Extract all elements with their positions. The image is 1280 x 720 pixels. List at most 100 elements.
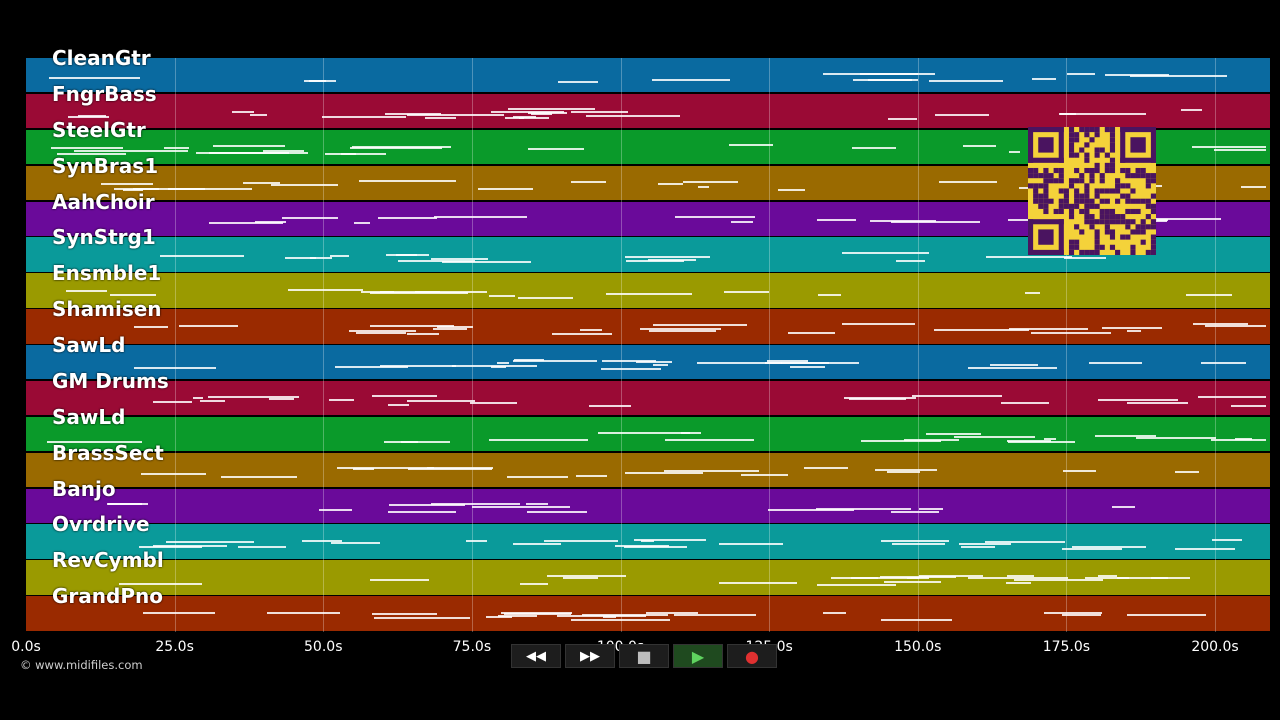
note-mark	[284, 256, 317, 259]
note-mark	[324, 153, 357, 156]
note-mark	[556, 615, 646, 618]
note-mark	[588, 404, 631, 407]
note-mark	[387, 403, 410, 406]
note-mark	[465, 540, 488, 543]
note-mark	[166, 541, 254, 544]
note-mark	[407, 332, 439, 335]
note-mark	[645, 612, 699, 615]
note-mark	[322, 116, 407, 119]
note-mark	[377, 217, 437, 220]
note-mark	[356, 332, 407, 335]
note-mark	[890, 220, 980, 223]
note-mark	[544, 540, 619, 543]
note-mark	[159, 254, 245, 257]
note-mark	[512, 116, 536, 119]
stop-button[interactable]: ■	[619, 644, 669, 668]
note-mark	[888, 117, 918, 120]
rewind-button[interactable]: ◀◀	[511, 644, 561, 668]
grid-line	[769, 58, 771, 632]
note-mark	[1031, 332, 1112, 335]
note-mark	[319, 508, 352, 511]
note-mark	[1127, 402, 1188, 405]
note-mark	[501, 611, 573, 614]
note-mark	[340, 153, 387, 156]
note-mark	[287, 289, 364, 292]
note-mark	[386, 254, 430, 257]
note-mark	[118, 583, 203, 586]
note-mark	[961, 546, 995, 549]
note-mark	[372, 395, 437, 398]
note-mark	[1024, 291, 1040, 294]
note-mark	[335, 366, 408, 369]
note-mark	[1007, 440, 1052, 443]
track-lane	[26, 488, 1270, 523]
note-mark	[268, 397, 294, 400]
note-mark	[697, 186, 709, 189]
note-mark	[841, 323, 916, 326]
note-mark	[1071, 546, 1147, 549]
note-mark	[1193, 323, 1249, 326]
note-mark	[74, 150, 162, 153]
note-mark	[442, 260, 532, 263]
note-mark	[1191, 145, 1266, 148]
note-mark	[1097, 574, 1118, 577]
note-mark	[653, 363, 668, 366]
note-mark	[658, 183, 683, 186]
note-mark	[101, 182, 153, 185]
note-mark	[470, 402, 518, 405]
note-mark	[602, 359, 657, 362]
note-mark	[348, 330, 416, 333]
fast-forward-icon: ▶▶	[580, 648, 600, 664]
note-mark	[562, 577, 599, 580]
record-button[interactable]: ●	[727, 644, 777, 668]
note-mark	[907, 577, 930, 580]
note-mark	[1000, 402, 1050, 405]
note-mark	[767, 359, 808, 362]
note-mark	[249, 114, 268, 117]
piano-roll	[26, 58, 1270, 632]
note-mark	[918, 575, 984, 578]
track-label: SawLd	[52, 333, 126, 357]
note-mark	[767, 509, 855, 512]
note-mark	[880, 618, 953, 621]
play-button[interactable]: ▶	[673, 644, 723, 668]
note-mark	[336, 467, 435, 470]
tick-label: 175.0s	[1042, 639, 1091, 655]
note-mark	[635, 360, 672, 363]
note-mark	[1006, 575, 1034, 577]
note-mark	[520, 583, 548, 586]
note-mark	[1032, 77, 1057, 80]
note-mark	[641, 540, 654, 543]
note-mark	[1111, 506, 1136, 509]
note-mark	[1230, 404, 1266, 407]
note-mark	[123, 188, 143, 191]
note-mark	[718, 543, 783, 546]
tick-label: 25.0s	[155, 639, 194, 655]
note-mark	[514, 359, 545, 361]
note-mark	[625, 259, 685, 262]
note-mark	[434, 215, 527, 218]
note-mark	[615, 544, 669, 547]
note-mark	[852, 79, 913, 82]
note-mark	[208, 152, 309, 155]
grid-line	[471, 58, 473, 632]
note-mark	[1089, 361, 1143, 364]
note-mark	[331, 541, 381, 544]
note-mark	[884, 580, 941, 583]
note-mark	[308, 80, 326, 83]
note-mark	[623, 546, 688, 549]
track-label: CleanGtr	[52, 46, 151, 70]
note-mark	[764, 362, 830, 365]
note-mark	[968, 577, 1069, 580]
qr-code[interactable]	[1028, 127, 1156, 255]
forward-button[interactable]: ▶▶	[565, 644, 615, 668]
note-mark	[1060, 113, 1147, 116]
note-mark	[1197, 395, 1266, 398]
note-mark	[161, 149, 189, 152]
note-mark	[674, 215, 756, 218]
note-mark	[1043, 437, 1056, 440]
note-mark	[505, 117, 524, 120]
track-label: Ensmble1	[52, 261, 162, 286]
note-mark	[664, 439, 755, 442]
note-mark	[841, 251, 930, 254]
